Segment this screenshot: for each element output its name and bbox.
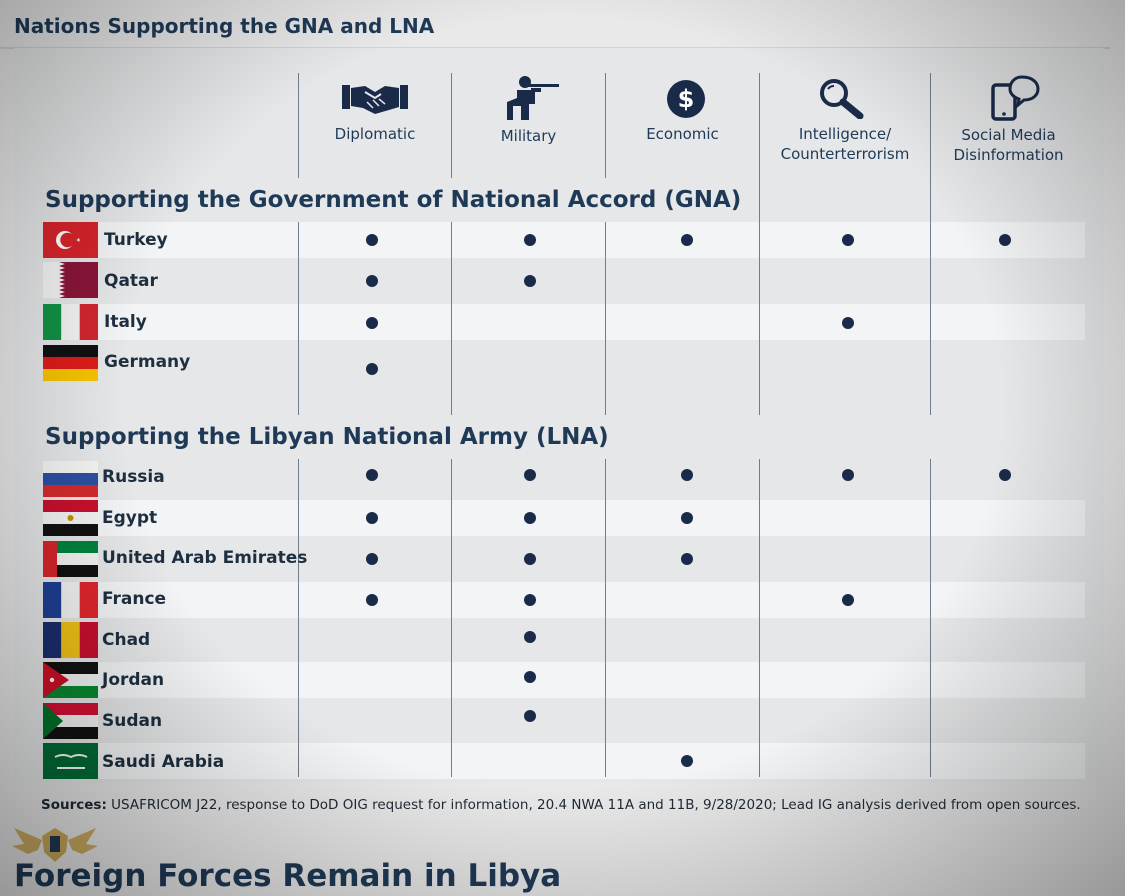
country-name: Germany	[104, 352, 191, 372]
column-divider	[451, 73, 452, 178]
column-divider	[605, 222, 606, 415]
row-band	[44, 222, 1085, 258]
support-dot-military	[524, 631, 536, 643]
column-divider	[930, 73, 931, 223]
flag-saudi-arabia	[43, 743, 98, 779]
support-dot-economic	[681, 553, 693, 565]
sources-label: Sources:	[41, 797, 107, 813]
flag-jordan	[43, 662, 98, 698]
support-dot-social	[999, 234, 1011, 246]
support-dot-military	[524, 710, 536, 722]
emblem-logo	[12, 828, 98, 862]
country-name: Qatar	[104, 271, 158, 291]
support-dot-diplomatic	[366, 234, 378, 246]
row-band	[44, 743, 1085, 779]
support-dot-economic	[681, 469, 693, 481]
flag-chad	[43, 622, 98, 658]
flag-sudan	[43, 703, 98, 739]
page-title: Nations Supporting the GNA and LNA	[14, 14, 435, 38]
column-label-intelligence: Intelligence/ Counterterrorism	[780, 125, 910, 163]
flag-russia	[43, 461, 98, 497]
column-divider	[759, 73, 760, 223]
support-dot-diplomatic	[366, 275, 378, 287]
country-name: United Arab Emirates	[102, 548, 308, 568]
flag-germany	[43, 345, 98, 381]
support-dot-diplomatic	[366, 553, 378, 565]
row-band	[44, 304, 1085, 340]
country-name: Russia	[102, 467, 165, 487]
sources-text: USAFRICOM J22, response to DoD OIG reque…	[106, 797, 1081, 813]
country-name: Sudan	[102, 711, 163, 731]
support-dot-economic	[681, 234, 693, 246]
section-title-gna: Supporting the Government of National Ac…	[45, 187, 742, 213]
flag-turkey	[43, 222, 98, 258]
flag-egypt	[43, 500, 98, 536]
support-dot-diplomatic	[366, 469, 378, 481]
support-dot-military	[524, 671, 536, 683]
column-divider	[759, 222, 760, 415]
country-name: Chad	[102, 630, 151, 650]
column-divider	[298, 459, 299, 777]
country-name: Jordan	[102, 670, 165, 690]
column-divider	[930, 459, 931, 777]
column-label-diplomatic: Diplomatic	[334, 125, 416, 143]
support-dot-military	[524, 469, 536, 481]
support-dot-economic	[681, 512, 693, 524]
column-divider	[298, 73, 299, 178]
column-label-military: Military	[500, 127, 557, 145]
column-label-economic: Economic	[646, 125, 719, 143]
support-dot-intelligence	[842, 234, 854, 246]
support-dot-intelligence	[842, 317, 854, 329]
support-dot-diplomatic	[366, 512, 378, 524]
flag-italy	[43, 304, 98, 340]
support-dot-economic	[681, 755, 693, 767]
dollar-icon: $	[667, 80, 705, 118]
row-band	[44, 662, 1085, 698]
handshake-icon	[342, 85, 408, 114]
support-dot-intelligence	[842, 594, 854, 606]
column-divider	[451, 459, 452, 777]
country-name: France	[102, 589, 167, 609]
section-title-lna: Supporting the Libyan National Army (LNA…	[45, 424, 609, 450]
column-divider	[605, 73, 606, 178]
column-divider	[298, 222, 299, 415]
support-dot-military	[524, 275, 536, 287]
support-dot-military	[524, 594, 536, 606]
row-band	[44, 582, 1085, 618]
country-name: Saudi Arabia	[102, 752, 225, 772]
column-divider	[605, 459, 606, 777]
country-name: Turkey	[104, 230, 168, 250]
support-dot-intelligence	[842, 469, 854, 481]
flag-france	[43, 582, 98, 618]
soldier-icon	[507, 76, 559, 120]
support-dot-social	[999, 469, 1011, 481]
country-name: Egypt	[102, 508, 158, 528]
support-dot-diplomatic	[366, 317, 378, 329]
support-dot-military	[524, 512, 536, 524]
row-band	[44, 500, 1085, 536]
magnifier-icon	[820, 79, 864, 119]
svg-text:$: $	[678, 85, 695, 113]
column-label-social-media: Social Media Disinformation	[953, 126, 1064, 164]
next-section-heading: Foreign Forces Remain in Libya	[14, 858, 562, 894]
phone-speech-icon	[991, 75, 1040, 121]
support-dot-military	[524, 553, 536, 565]
support-dot-diplomatic	[366, 363, 378, 375]
column-divider	[759, 459, 760, 777]
flag-uae	[43, 541, 98, 577]
support-dot-diplomatic	[366, 594, 378, 606]
country-name: Italy	[104, 312, 147, 332]
support-dot-military	[524, 234, 536, 246]
column-divider	[451, 222, 452, 415]
sources-note: Sources: USAFRICOM J22, response to DoD …	[41, 797, 1081, 813]
column-divider	[930, 222, 931, 415]
table-panel	[14, 48, 1104, 783]
flag-qatar	[43, 262, 98, 298]
